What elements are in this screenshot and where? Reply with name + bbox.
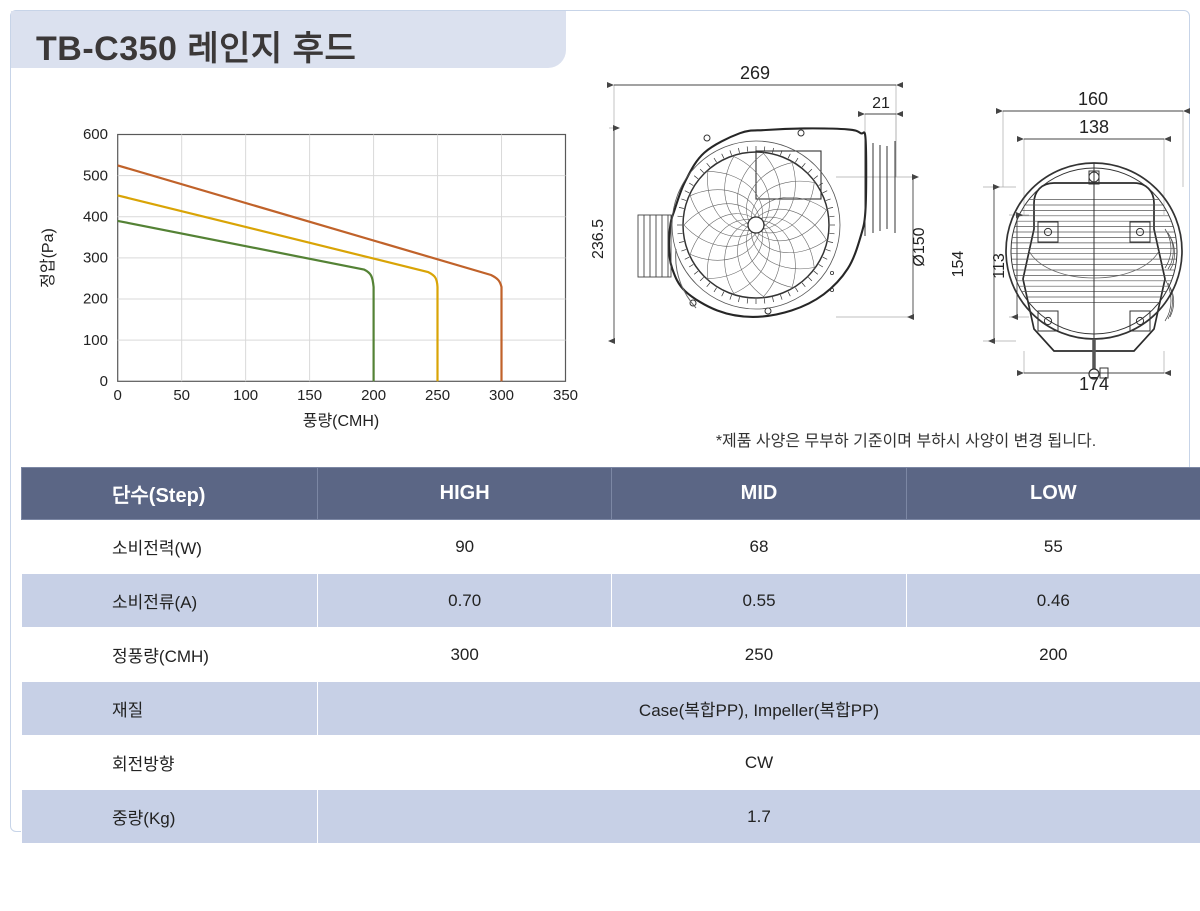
svg-text:269: 269: [740, 63, 770, 83]
svg-text:160: 160: [1078, 89, 1108, 109]
svg-text:236.5: 236.5: [590, 219, 607, 259]
svg-text:21: 21: [872, 95, 890, 112]
svg-text:154: 154: [950, 251, 967, 278]
svg-text:174: 174: [1079, 374, 1109, 394]
svg-text:138: 138: [1079, 117, 1109, 137]
svg-text:Ø150: Ø150: [911, 227, 928, 266]
